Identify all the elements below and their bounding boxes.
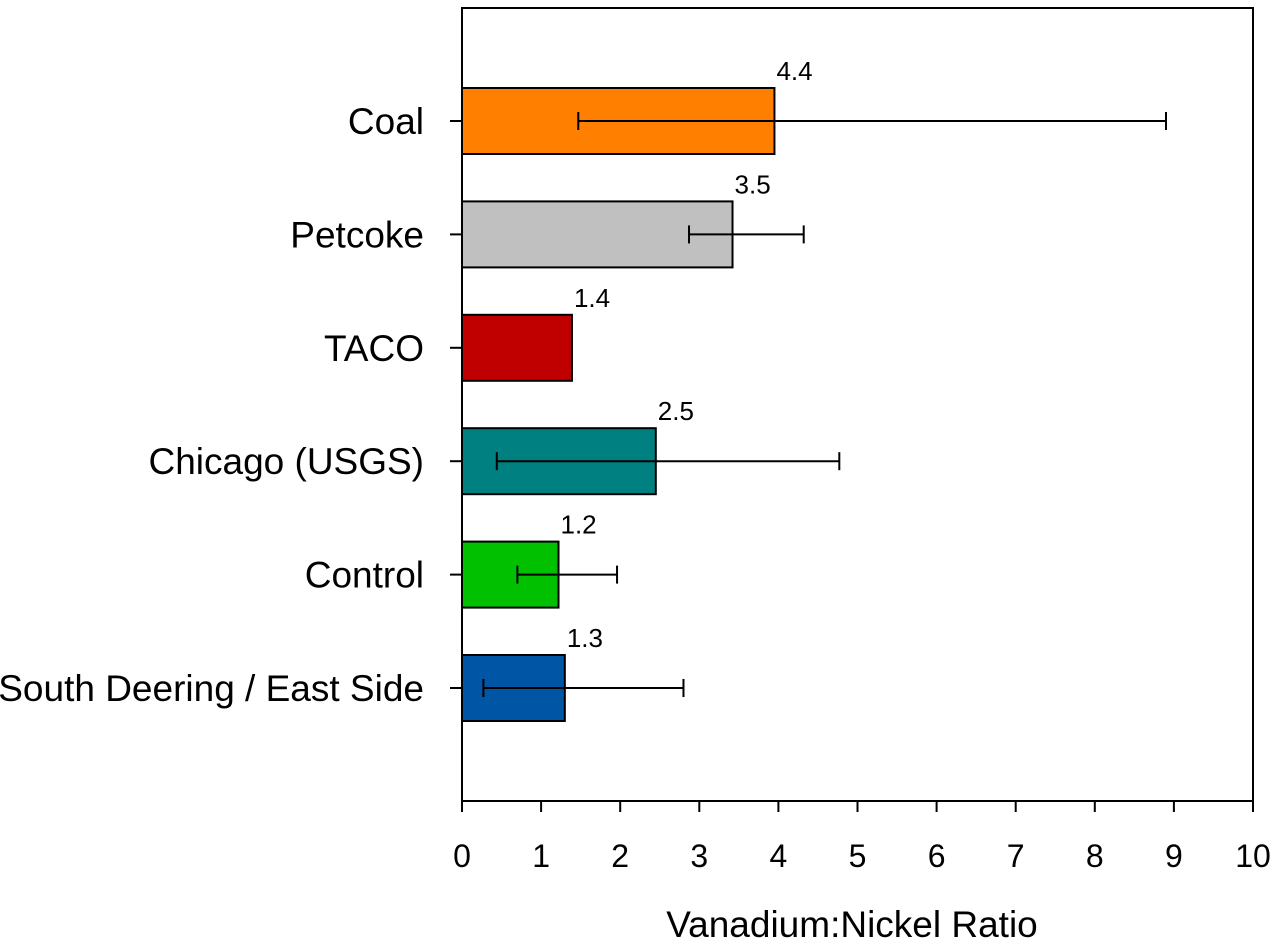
category-label: Coal [348, 101, 424, 142]
bar [461, 200, 734, 269]
data-label: 1.2 [561, 510, 597, 540]
x-tick-label: 7 [1007, 838, 1025, 874]
x-axis-ticks: 0 1 2 3 4 5 6 7 8 9 10 [453, 801, 1271, 874]
bar [461, 313, 573, 382]
category-label: Chicago (USGS) [148, 441, 424, 482]
category-labels: Coal Petcoke TACO Chicago (USGS) Control Sout… [0, 101, 424, 709]
category-label: Control [305, 555, 424, 596]
x-tick-label: 5 [849, 838, 867, 874]
x-axis-title: Vanadium:Nickel Ratio [666, 904, 1038, 945]
x-tick-label: 9 [1165, 838, 1183, 874]
x-tick-label: 0 [453, 838, 471, 874]
bars [461, 87, 776, 722]
x-tick-label: 8 [1086, 838, 1104, 874]
category-label: South Deering / East Side [0, 668, 424, 709]
x-tick-label: 4 [770, 838, 788, 874]
error-bars [482, 112, 1167, 697]
x-tick-label: 10 [1235, 838, 1271, 874]
category-label: Petcoke [290, 214, 424, 255]
data-label: 2.5 [658, 396, 694, 426]
data-label: 1.4 [574, 283, 610, 313]
data-label: 3.5 [735, 169, 771, 199]
x-tick-label: 2 [611, 838, 629, 874]
data-label: 4.4 [776, 56, 812, 86]
x-tick-label: 1 [532, 838, 550, 874]
x-tick-label: 3 [690, 838, 708, 874]
x-tick-label: 6 [928, 838, 946, 874]
y-axis-ticks [450, 120, 462, 689]
data-label: 1.3 [567, 623, 603, 653]
data-labels: 4.4 3.5 1.4 2.5 1.2 1.3 [561, 56, 813, 653]
category-label: TACO [324, 328, 424, 369]
